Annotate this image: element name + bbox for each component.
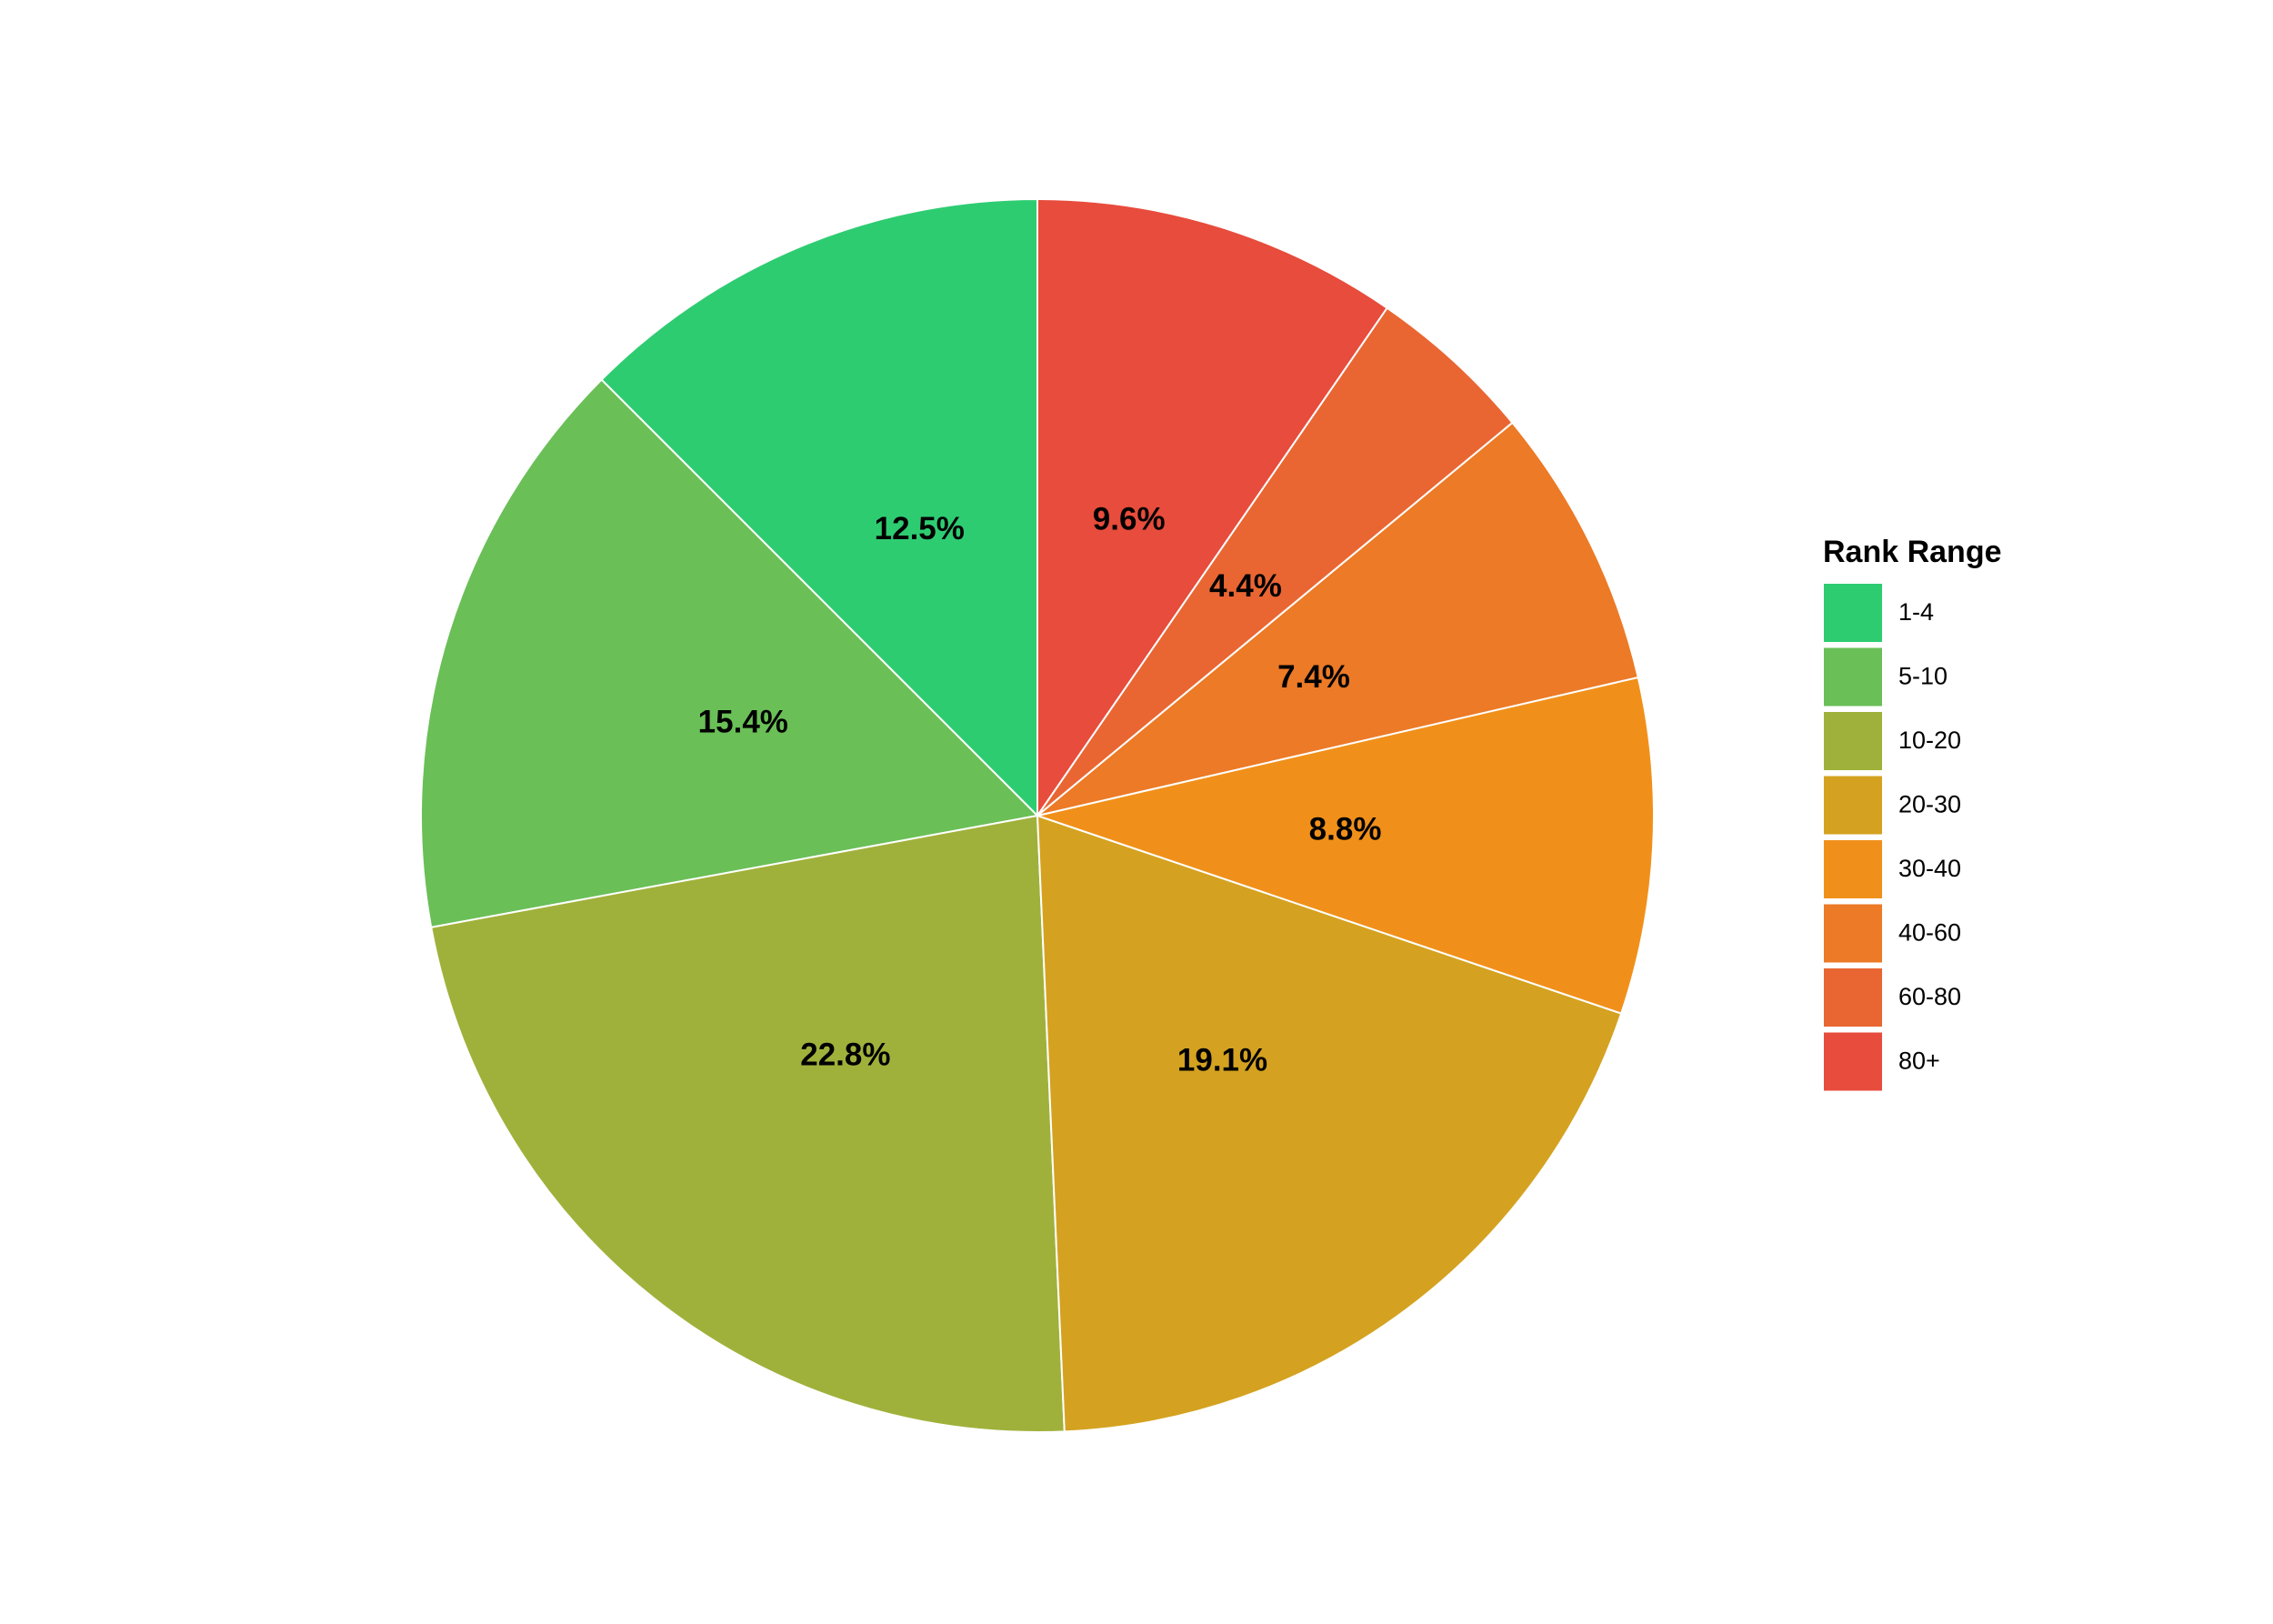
value-label: 22.8% [800,1037,890,1072]
legend-label: 60-80 [1898,983,1961,1010]
legend-label: 1-4 [1898,598,1934,626]
legend-key [1822,646,1884,708]
value-label: 8.8% [1309,811,1382,847]
legend-key [1822,967,1884,1028]
legend-key [1822,582,1884,644]
pie-slice [420,378,1040,929]
pie-slice [1034,676,1655,1015]
value-label: 9.6% [1093,502,1166,537]
legend-label: 20-30 [1898,791,1961,818]
value-label: 4.4% [1209,568,1282,604]
legend-label: 5-10 [1898,663,1948,690]
legend-label: 40-60 [1898,919,1961,947]
value-label: 19.1% [1177,1042,1267,1078]
pie-slice [430,814,1066,1433]
legend-title: Rank Range [1823,535,2002,569]
pie-slice [1036,197,1389,819]
legend-key [1822,710,1884,772]
pie-slice [1036,814,1623,1433]
pie-slice [600,197,1038,818]
legend-label: 30-40 [1898,855,1961,882]
legend-key [1822,902,1884,965]
value-label: 12.5% [875,511,965,546]
legend-label: 10-20 [1898,727,1961,754]
value-label: 7.4% [1277,659,1350,695]
value-label: 15.4% [698,705,788,740]
legend-label: 80+ [1898,1048,1940,1075]
legend-key [1822,1030,1884,1093]
pie-slice [1036,421,1639,817]
legend-key [1822,838,1884,900]
pie-slice [1036,306,1514,817]
legend-key [1822,774,1884,837]
